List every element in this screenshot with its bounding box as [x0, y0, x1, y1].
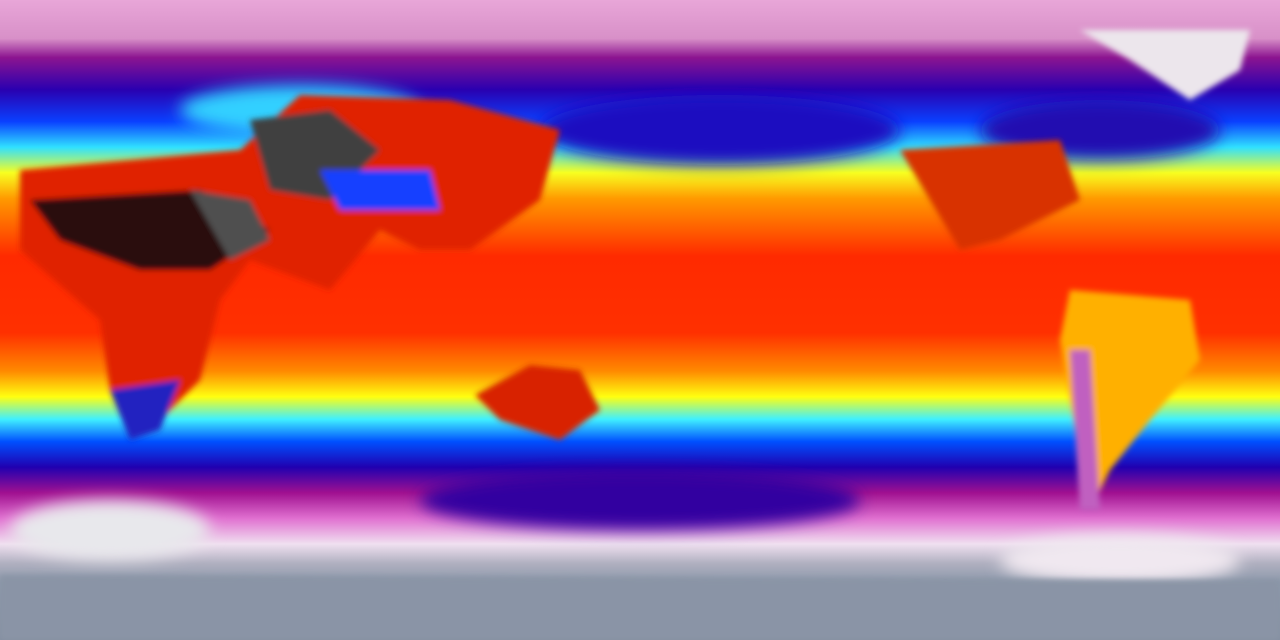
arabia: [190, 190, 270, 260]
greenland: [1080, 30, 1250, 100]
continents: [0, 30, 1280, 640]
australia: [475, 365, 600, 440]
andes: [1070, 350, 1100, 510]
south-africa: [110, 380, 180, 440]
tibet: [320, 170, 440, 210]
antarctica: [0, 575, 1280, 640]
north-america: [900, 140, 1080, 250]
ocean-anomalies: [10, 85, 1240, 585]
